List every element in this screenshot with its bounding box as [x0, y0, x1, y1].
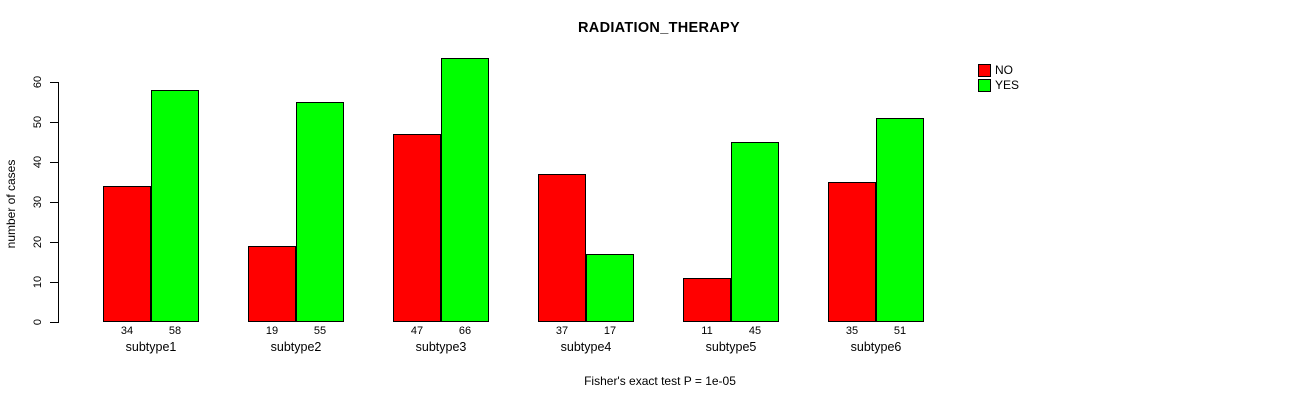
- bar-value-no-subtype1: 34: [120, 325, 134, 337]
- bar-value-yes-subtype1: 58: [168, 325, 182, 337]
- bar-value-yes-subtype2: 55: [313, 325, 327, 337]
- bar-yes-subtype4: [586, 254, 634, 322]
- legend-label-no: NO: [995, 63, 1013, 77]
- annotation-text: Fisher's exact test P = 1e-05: [584, 374, 736, 388]
- y-tick-mark: [50, 202, 58, 203]
- bar-value-no-subtype4: 37: [555, 325, 569, 337]
- bar-yes-subtype5: [731, 142, 779, 322]
- chart-title: RADIATION_THERAPY: [578, 20, 740, 36]
- category-label-subtype5: subtype5: [705, 340, 757, 354]
- y-tick-mark: [50, 242, 58, 243]
- bar-value-yes-subtype6: 51: [893, 325, 907, 337]
- category-label-subtype3: subtype3: [415, 340, 467, 354]
- legend-swatch-no: [978, 64, 991, 77]
- y-tick-mark: [50, 162, 58, 163]
- y-tick-mark: [50, 82, 58, 83]
- bar-no-subtype6: [828, 182, 876, 322]
- legend: NO YES: [978, 64, 1019, 94]
- bar-yes-subtype6: [876, 118, 924, 322]
- category-label-subtype4: subtype4: [560, 340, 612, 354]
- legend-label-yes: YES: [995, 78, 1020, 92]
- bar-yes-subtype1: [151, 90, 199, 322]
- bar-value-yes-subtype3: 66: [458, 325, 472, 337]
- y-tick-label: 30: [32, 195, 44, 209]
- y-tick-label: 60: [32, 75, 44, 89]
- bar-yes-subtype2: [296, 102, 344, 322]
- bar-no-subtype5: [683, 278, 731, 322]
- category-label-subtype1: subtype1: [125, 340, 177, 354]
- y-tick-label: 50: [32, 115, 44, 129]
- bar-value-no-subtype2: 19: [265, 325, 279, 337]
- y-tick-mark: [50, 282, 58, 283]
- bar-value-yes-subtype5: 45: [748, 325, 762, 337]
- y-tick-label: 10: [32, 275, 44, 289]
- category-label-subtype6: subtype6: [850, 340, 902, 354]
- legend-item-no: NO: [978, 64, 1019, 77]
- legend-swatch-yes: [978, 79, 991, 92]
- bar-value-yes-subtype4: 17: [603, 325, 617, 337]
- y-axis-label: number of cases: [4, 159, 18, 249]
- legend-item-yes: YES: [978, 79, 1019, 92]
- bar-yes-subtype3: [441, 58, 489, 322]
- bar-value-no-subtype3: 47: [410, 325, 424, 337]
- bar-no-subtype1: [103, 186, 151, 322]
- category-label-subtype2: subtype2: [270, 340, 322, 354]
- y-tick-label: 20: [32, 235, 44, 249]
- y-tick-label: 40: [32, 155, 44, 169]
- bar-no-subtype4: [538, 174, 586, 322]
- y-tick-label: 0: [32, 318, 44, 326]
- bar-value-no-subtype5: 11: [701, 325, 713, 337]
- y-tick-mark: [50, 322, 58, 323]
- bar-no-subtype2: [248, 246, 296, 322]
- bar-no-subtype3: [393, 134, 441, 322]
- y-axis-line: [58, 82, 59, 323]
- y-tick-mark: [50, 122, 58, 123]
- bar-value-no-subtype6: 35: [845, 325, 859, 337]
